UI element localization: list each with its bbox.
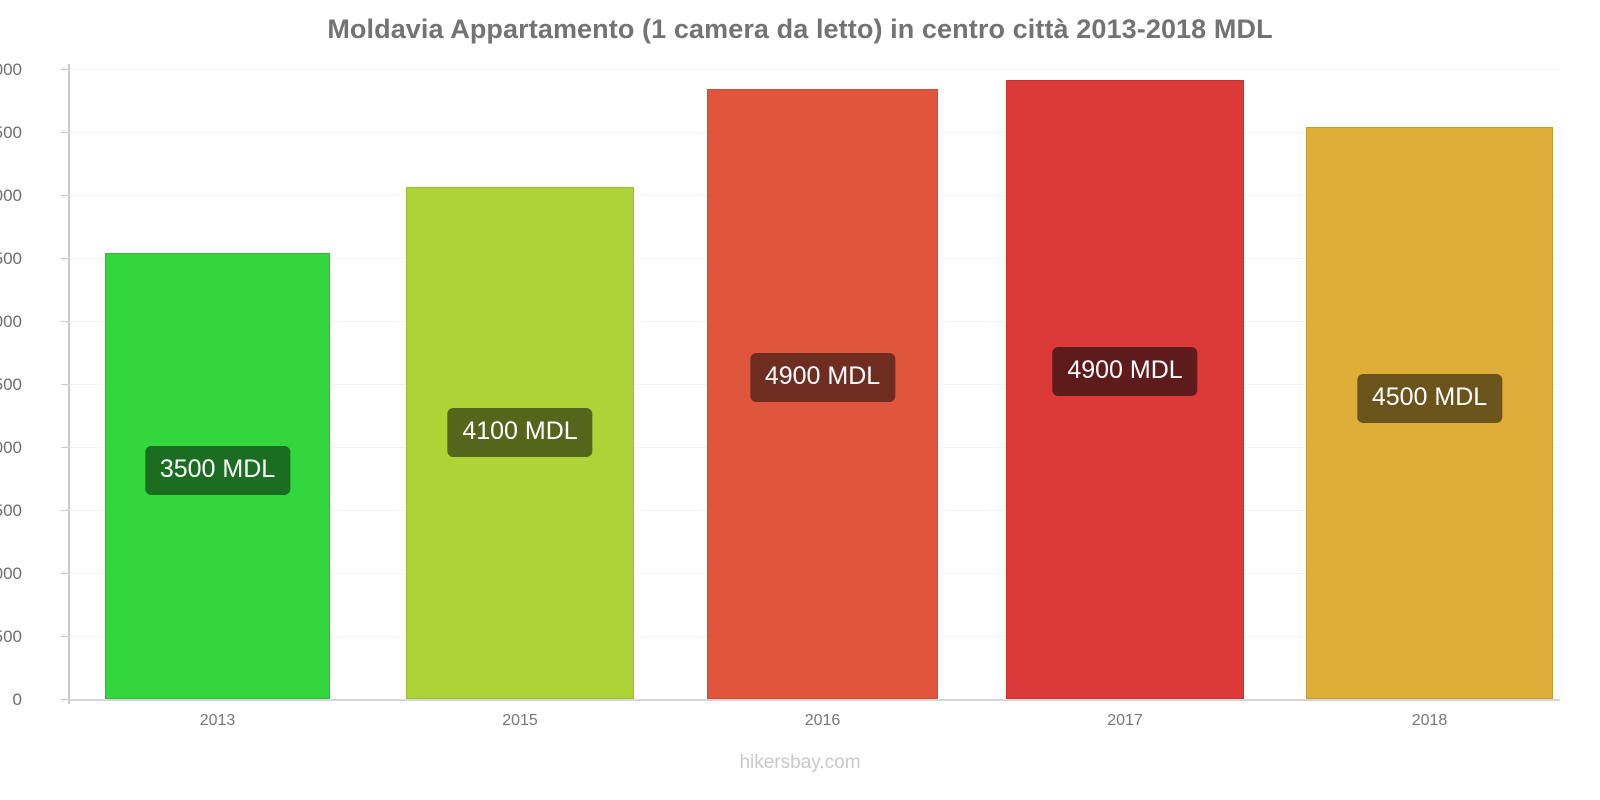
x-axis-tick-label-2013: 2013 [199, 712, 236, 729]
y-axis-tick-label: 500 [0, 627, 22, 646]
bar-2017[interactable]: 4900 MDL [1006, 80, 1244, 699]
y-axis-tick-mark [61, 384, 69, 385]
y-axis-tick-label: 4500 [0, 123, 22, 142]
chart-title: Moldavia Appartamento (1 camera da letto… [327, 14, 1273, 44]
y-axis-tick-label: 4000 [0, 186, 22, 205]
y-axis-tick-label: 3000 [0, 312, 22, 331]
plot-area: 0 500 1000 1500 2000 2500 3000 3500 4000 4500 5000… [0, 60, 1560, 709]
x-axis-tick-label-2017: 2017 [1107, 712, 1143, 729]
bar-value-label: 4900 MDL [749, 352, 896, 402]
y-axis-tick-label: 2500 [0, 375, 22, 394]
bar-value-label: 4500 MDL [1356, 373, 1503, 423]
bar-2013[interactable]: 3500 MDL [105, 252, 330, 699]
y-axis-tick-label: 5000 [0, 60, 22, 79]
gridline [69, 699, 1560, 700]
x-axis-tick-label-2015: 2015 [502, 712, 538, 729]
y-axis-tick-mark [61, 573, 69, 574]
gridline [69, 69, 1560, 70]
x-axis-line [69, 699, 1560, 701]
bar-2015[interactable]: 4100 MDL [406, 187, 634, 699]
y-axis-tick-mark [61, 510, 69, 511]
y-axis-tick-mark [61, 258, 69, 259]
y-axis-tick-label: 0 [12, 690, 22, 709]
y-axis-tick-mark [61, 636, 69, 637]
y-axis-tick-mark [61, 321, 69, 322]
y-axis-tick-mark [61, 69, 69, 70]
y-axis-tick-label: 1000 [0, 564, 22, 583]
x-axis-tick-label-2018: 2018 [1411, 712, 1448, 729]
watermark-label: hikersbay.com [739, 752, 861, 773]
y-axis-tick-mark [61, 699, 69, 700]
y-axis-tick-label: 1500 [0, 501, 22, 520]
bar-2018[interactable]: 4500 MDL [1306, 126, 1553, 699]
bar-value-label: 3500 MDL [144, 445, 291, 495]
y-axis-tick-mark [61, 447, 69, 448]
x-axis-tick-label-2016: 2016 [804, 712, 841, 729]
y-axis-tick-label: 2000 [0, 438, 22, 457]
y-axis-tick-mark [61, 132, 69, 133]
bar-value-label: 4100 MDL [447, 408, 593, 458]
y-axis-tick-label: 3500 [0, 249, 22, 268]
bar-value-label: 4900 MDL [1052, 347, 1198, 397]
bar-2016[interactable]: 4900 MDL [707, 88, 938, 699]
y-axis-tick-mark [61, 195, 69, 196]
